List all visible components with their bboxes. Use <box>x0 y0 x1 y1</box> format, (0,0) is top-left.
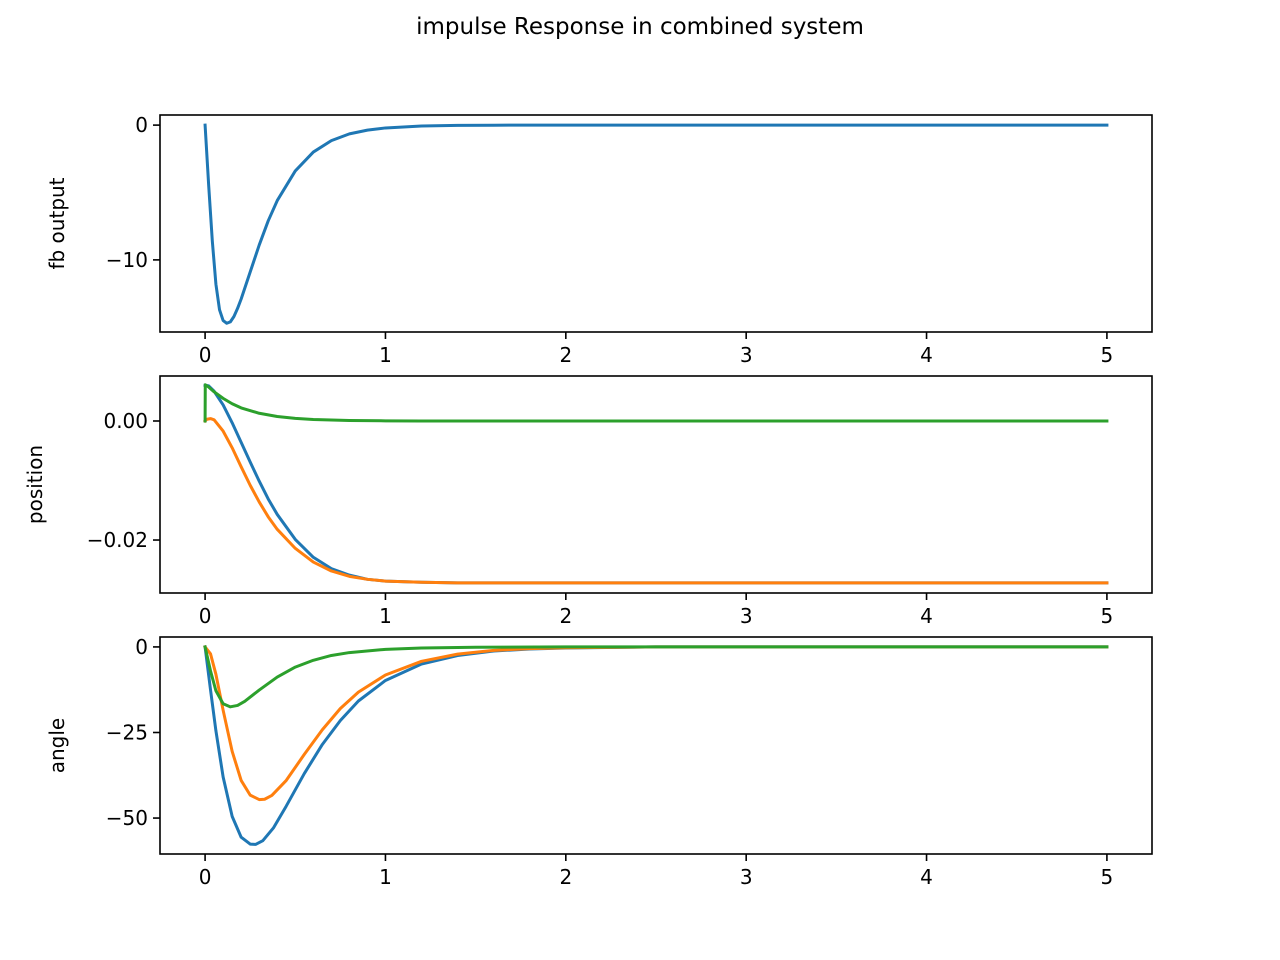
line-green <box>203 383 1109 423</box>
y-tick-label: −25 <box>106 720 148 744</box>
axes-frame <box>159 636 1153 855</box>
x-tick-label: 4 <box>920 865 933 889</box>
line-blue <box>203 645 1109 846</box>
axes-frame <box>159 375 1153 594</box>
x-tick-label: 2 <box>559 343 572 367</box>
x-tick-label: 2 <box>559 865 572 889</box>
y-axis-label: fb output <box>45 177 69 269</box>
x-tick-label: 4 <box>920 343 933 367</box>
x-tick-label: 0 <box>199 865 212 889</box>
y-axis-label: angle <box>45 718 69 774</box>
x-tick-label: 3 <box>740 343 753 367</box>
x-tick-label: 1 <box>379 343 392 367</box>
figure-title: impulse Response in combined system <box>416 14 864 40</box>
y-tick-label: −0.02 <box>87 528 148 552</box>
line-blue <box>203 383 1109 585</box>
y-tick-label: 0.00 <box>103 409 148 433</box>
line-blue <box>203 123 1109 325</box>
axes-frame <box>159 114 1153 333</box>
subplot-fb-output: 0 1 2 3 4 5 0 −10 fb output <box>45 113 1153 367</box>
x-tick-label: 1 <box>379 604 392 628</box>
line-orange <box>202 417 1109 585</box>
subplot-position: 0 1 2 3 4 5 0.00 −0.02 position <box>23 375 1153 628</box>
y-tick-label: −50 <box>106 806 148 830</box>
x-tick-label: 5 <box>1101 343 1114 367</box>
y-tick-label: −10 <box>106 248 148 272</box>
line-green <box>203 645 1109 709</box>
y-axis-label: position <box>23 445 47 524</box>
line-orange <box>202 644 1109 802</box>
x-tick-label: 2 <box>559 604 572 628</box>
x-tick-label: 3 <box>740 865 753 889</box>
x-tick-label: 0 <box>199 343 212 367</box>
subplot-angle: 0 1 2 3 4 5 0 −25 −50 angle <box>45 635 1153 889</box>
x-tick-label: 4 <box>920 604 933 628</box>
y-tick-label: 0 <box>135 635 148 659</box>
x-tick-label: 5 <box>1101 604 1114 628</box>
y-tick-label: 0 <box>135 113 148 137</box>
x-tick-label: 1 <box>379 865 392 889</box>
x-tick-label: 3 <box>740 604 753 628</box>
x-tick-label: 5 <box>1101 865 1114 889</box>
x-tick-label: 0 <box>199 604 212 628</box>
